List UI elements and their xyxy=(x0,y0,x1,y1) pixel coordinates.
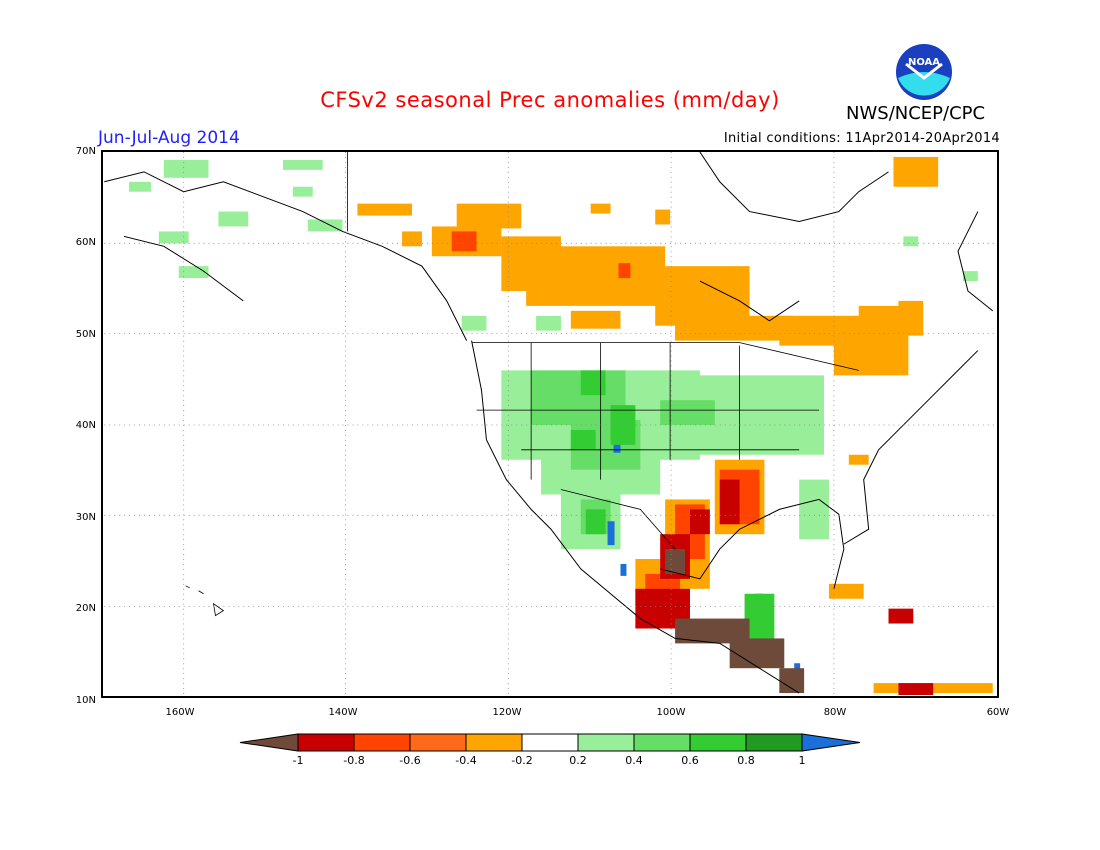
colorbar-box xyxy=(633,733,691,752)
lat-label: 60N xyxy=(76,237,96,248)
anomaly-wet-alaska xyxy=(129,159,978,331)
longitude-axis: 160W 140W 120W 100W 80W 60W xyxy=(166,707,1010,718)
colorbar-label: -1 xyxy=(293,754,304,767)
colorbar-label: -0.6 xyxy=(399,754,420,767)
season-label: Jun-Jul-Aug 2014 xyxy=(98,128,240,148)
lon-label: 60W xyxy=(987,707,1010,718)
precip-anomaly-map xyxy=(101,150,999,698)
colorbar-box xyxy=(689,733,747,752)
logo-text: NOAA xyxy=(908,57,940,68)
lon-label: 100W xyxy=(657,707,686,718)
lon-label: 140W xyxy=(329,707,358,718)
colorbar-label: 0.2 xyxy=(569,754,587,767)
colorbar-label: -0.4 xyxy=(455,754,476,767)
lon-label: 80W xyxy=(824,707,847,718)
colorbar-box xyxy=(409,733,467,752)
colorbar-box xyxy=(465,733,523,752)
colorbar-label: -0.8 xyxy=(343,754,364,767)
agency-label: NWS/NCEP/CPC xyxy=(846,103,986,124)
lat-label: 40N xyxy=(76,420,96,431)
colorbar-box xyxy=(353,733,411,752)
lat-label: 20N xyxy=(76,603,96,614)
lon-label: 160W xyxy=(166,707,195,718)
initial-conditions-label: Initial conditions: 11Apr2014-20Apr2014 xyxy=(723,131,1000,146)
colorbar-high-arrow xyxy=(801,733,861,752)
noaa-logo-icon: NOAA xyxy=(896,44,952,100)
latitude-axis: 70N 60N 50N 40N 30N 20N 10N xyxy=(76,146,96,706)
lat-label: 50N xyxy=(76,329,96,340)
lat-label: 10N xyxy=(76,695,96,706)
lon-label: 120W xyxy=(493,707,522,718)
colorbar-box xyxy=(577,733,635,752)
colorbar-label: 0.4 xyxy=(625,754,643,767)
colorbar-label: 0.8 xyxy=(737,754,755,767)
anomaly-dry-caribbean-strong xyxy=(888,608,934,696)
coastlines xyxy=(104,152,994,694)
lat-label: 70N xyxy=(76,146,96,157)
colorbar-low-arrow xyxy=(239,733,299,752)
anomaly-wet-us-strong xyxy=(570,370,636,535)
hawaii xyxy=(185,585,225,617)
colorbar: -1 -0.8 -0.6 -0.4 -0.2 0.2 0.4 0.6 0.8 1 xyxy=(239,733,861,767)
colorbar-label: 0.6 xyxy=(681,754,699,767)
colorbar-label: 1 xyxy=(799,754,806,767)
lat-label: 30N xyxy=(76,512,96,523)
colorbar-box xyxy=(745,733,803,752)
political-boundaries xyxy=(347,152,859,550)
colorbar-box xyxy=(297,733,355,752)
anomaly-dry-canada-strong xyxy=(451,231,631,279)
colorbar-label: -0.2 xyxy=(511,754,532,767)
colorbar-box xyxy=(521,733,579,752)
map-title: CFSv2 seasonal Prec anomalies (mm/day) xyxy=(320,88,780,112)
